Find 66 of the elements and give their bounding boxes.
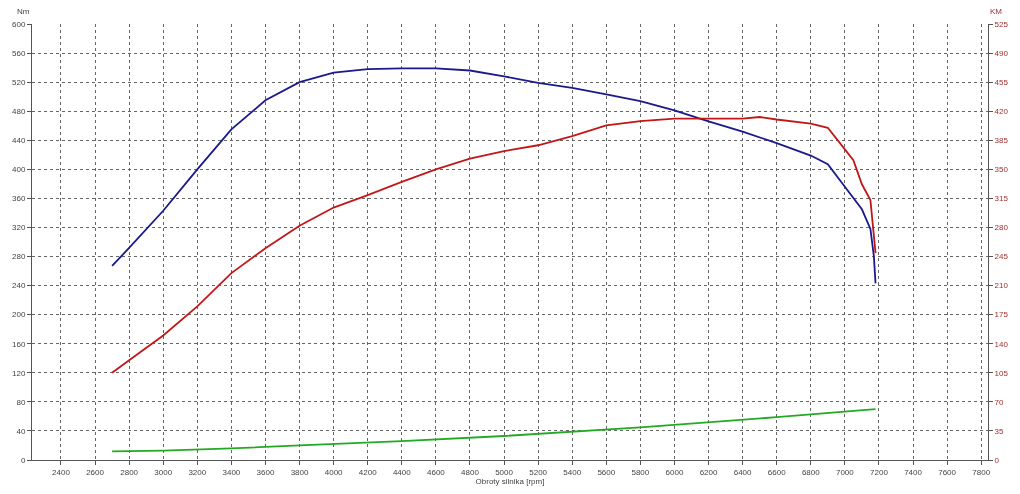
y-tick-label: 280 xyxy=(12,252,26,262)
x-tick-label: 3000 xyxy=(154,467,173,477)
y2-tick-label: 35 xyxy=(994,426,1005,436)
y2-tick-label: 455 xyxy=(994,77,1009,87)
y2-tick-label: 490 xyxy=(994,48,1009,58)
line-series xyxy=(111,67,877,285)
x-tick-label: 6200 xyxy=(699,467,718,477)
y2-tick-label: 280 xyxy=(994,223,1009,233)
x-tick-label: 7800 xyxy=(972,467,991,477)
y2-tick-label: 0 xyxy=(994,455,1000,465)
y-tick-label: 440 xyxy=(12,136,26,146)
y2-tick-label: 315 xyxy=(994,194,1009,204)
x-tick-label: 4600 xyxy=(426,467,446,477)
y2-tick-label: 245 xyxy=(994,252,1009,262)
x-tick-label: 5200 xyxy=(529,467,548,477)
x-tick-label: 4800 xyxy=(461,467,480,477)
x-tick-label: 2600 xyxy=(86,467,105,477)
x-axis-title: Obroty silnika [rpm] xyxy=(475,476,545,486)
y2-tick-label: 350 xyxy=(994,165,1009,175)
y-tick-label: 320 xyxy=(12,223,26,233)
x-tick-label: 5800 xyxy=(631,467,650,477)
y2-axis-title: KM xyxy=(990,7,1003,16)
x-tick-label: 6800 xyxy=(801,467,821,477)
y-tick-label: 0 xyxy=(20,455,26,465)
x-tick-label: 7600 xyxy=(938,467,957,477)
y-tick-label: 160 xyxy=(12,339,26,349)
x-tick-label: 5600 xyxy=(597,467,616,477)
line-series xyxy=(111,116,877,374)
y2-tick-label: 105 xyxy=(994,368,1009,378)
line-series xyxy=(111,408,877,453)
y-tick-label: 40 xyxy=(16,426,26,436)
y-tick-label: 480 xyxy=(12,107,26,116)
y2-tick-label: 70 xyxy=(994,397,1005,407)
y-tick-label: 520 xyxy=(12,77,26,87)
x-tick-label: 6600 xyxy=(767,467,787,477)
y-tick-label: 360 xyxy=(12,194,26,204)
y-tick-label: 600 xyxy=(12,19,26,29)
y2-tick-label: 420 xyxy=(994,107,1009,116)
y2-tick-label: 525 xyxy=(994,19,1009,29)
y2-tick-label: 385 xyxy=(994,136,1009,146)
x-tick-label: 7000 xyxy=(835,467,855,477)
x-tick-label: 2400 xyxy=(52,467,71,477)
x-tick-label: 5400 xyxy=(563,467,582,477)
x-tick-label: 3800 xyxy=(290,467,309,477)
y-tick-label: 120 xyxy=(12,368,26,378)
y-tick-label: 80 xyxy=(16,397,26,407)
x-tick-label: 4400 xyxy=(392,467,412,477)
y-axis-title: Nm xyxy=(17,7,30,16)
x-tick-label: 3400 xyxy=(222,467,241,477)
y2-tick-label: 140 xyxy=(994,339,1009,349)
x-tick-label: 7400 xyxy=(904,467,923,477)
x-tick-label: 3600 xyxy=(256,467,275,477)
x-tick-label: 6400 xyxy=(733,467,753,477)
y-tick-label: 400 xyxy=(12,165,26,175)
x-tick-label: 6000 xyxy=(665,467,684,477)
x-tick-label: 4200 xyxy=(358,467,378,477)
y-tick-label: 200 xyxy=(12,310,26,320)
x-tick-label: 3200 xyxy=(188,467,207,477)
x-tick-label: 2800 xyxy=(120,467,139,477)
y-tick-label: 240 xyxy=(12,281,26,291)
y-tick-label: 560 xyxy=(12,48,26,58)
x-tick-label: 7200 xyxy=(870,467,889,477)
y2-tick-label: 210 xyxy=(994,281,1009,291)
y2-tick-label: 175 xyxy=(994,310,1009,320)
x-tick-label: 5000 xyxy=(495,467,514,477)
x-tick-label: 4000 xyxy=(324,467,344,477)
